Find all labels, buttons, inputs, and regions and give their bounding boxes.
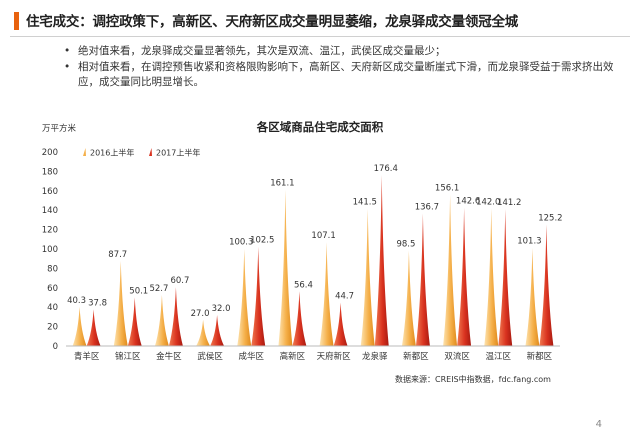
data-label: 56.4	[294, 280, 313, 290]
data-label: 60.7	[170, 276, 189, 286]
title-divider	[10, 36, 630, 37]
bar	[168, 287, 183, 346]
bar	[539, 224, 554, 346]
legend: 2016上半年 2017上半年	[83, 148, 200, 158]
data-label: 136.7	[415, 202, 439, 212]
x-tick-label: 金牛区	[156, 351, 182, 362]
x-tick-label: 双流区	[444, 351, 470, 362]
x-tick-label: 温江区	[485, 351, 511, 362]
bar	[457, 207, 472, 346]
data-label: 44.7	[335, 292, 354, 302]
bar	[210, 314, 225, 346]
bar	[333, 302, 348, 346]
data-label: 156.1	[435, 184, 459, 194]
chart-title: 各区域商品住宅成交面积	[256, 120, 384, 134]
data-label: 141.5	[353, 198, 377, 208]
data-label: 52.7	[149, 284, 168, 294]
bar	[86, 309, 101, 346]
page-number: 4	[595, 419, 602, 430]
data-label: 87.7	[108, 250, 127, 260]
bar	[498, 209, 513, 346]
bar	[127, 297, 142, 346]
y-tick-label: 0	[53, 342, 58, 352]
data-label: 142.0	[476, 197, 500, 207]
bar	[525, 247, 540, 346]
y-tick-label: 160	[42, 187, 58, 197]
bullet-item: 绝对值来看，龙泉驿成交量显著领先，其次是双流、温江，武侯区成交量最少；	[64, 44, 624, 60]
data-label: 101.3	[517, 237, 541, 247]
bar	[72, 306, 87, 346]
data-label: 176.4	[374, 164, 398, 174]
data-label: 161.1	[270, 179, 294, 189]
y-tick-label: 140	[42, 206, 58, 216]
x-tick-label: 新都区	[403, 351, 429, 362]
x-axis: 青羊区 锦江区 金牛区 武侯区 成华区 高新区 天府新区 龙泉驿 新都区 双流区 温江区 新都区	[66, 345, 560, 362]
bar	[360, 208, 375, 346]
page-title: 住宅成交：调控政策下，高新区、天府新区成交量明显萎缩，龙泉驿成交量领冠全城	[26, 14, 519, 30]
y-tick-label: 100	[42, 245, 58, 255]
bar	[415, 213, 430, 346]
y-axis: 0 20 40 60 80 100 120 140 160 180 200	[42, 148, 58, 352]
data-source: 数据来源：CREIS中指数据，fdc.fang.com	[395, 374, 551, 384]
title-accent-bar	[14, 12, 19, 30]
summary-bullets: 绝对值来看，龙泉驿成交量显著领先，其次是双流、温江，武侯区成交量最少； 相对值来…	[64, 44, 624, 91]
bar	[278, 189, 293, 346]
legend-label: 2016上半年	[90, 148, 134, 158]
data-label: 50.1	[129, 286, 148, 296]
x-tick-label: 青羊区	[74, 351, 100, 362]
y-tick-label: 60	[47, 284, 58, 294]
bar	[251, 246, 266, 346]
data-label: 142.6	[456, 197, 480, 207]
legend-label: 2017上半年	[156, 148, 200, 158]
legend-swatch	[149, 148, 152, 156]
x-tick-label: 天府新区	[317, 351, 352, 362]
title-bar: 住宅成交：调控政策下，高新区、天府新区成交量明显萎缩，龙泉驿成交量领冠全城	[10, 6, 630, 36]
data-label: 27.0	[191, 309, 210, 319]
bar	[292, 291, 307, 346]
x-tick-label: 成华区	[238, 351, 264, 362]
data-label: 37.8	[88, 298, 107, 308]
y-tick-label: 40	[47, 303, 58, 313]
x-tick-label: 锦江区	[115, 351, 141, 362]
bullet-item: 相对值来看，在调控预售收紧和资格限购影响下，高新区、天府新区成交量断崖式下滑，而…	[64, 60, 624, 91]
bar	[484, 208, 499, 346]
bars: 40.3 37.8 87.7 50.1 52.760.7 27.0 32.0 100.3102…	[67, 164, 563, 346]
bar	[113, 260, 128, 346]
bar	[237, 248, 252, 346]
data-label: 102.5	[250, 236, 274, 246]
y-tick-label: 200	[42, 148, 58, 158]
y-tick-label: 120	[42, 226, 58, 236]
data-label: 98.5	[396, 239, 415, 249]
x-tick-label: 高新区	[280, 351, 306, 362]
y-tick-label: 80	[47, 264, 58, 274]
y-tick-label: 180	[42, 167, 58, 177]
bar	[319, 242, 334, 346]
x-tick-label: 新都区	[527, 351, 553, 362]
y-axis-label: 万平方米	[42, 123, 77, 134]
legend-swatch	[83, 148, 86, 156]
y-tick-label: 20	[47, 323, 58, 333]
bar	[154, 294, 169, 346]
x-tick-label: 武侯区	[197, 351, 223, 362]
data-label: 40.3	[67, 296, 86, 306]
bar	[374, 174, 389, 346]
data-label: 107.1	[311, 231, 335, 241]
bar	[401, 250, 416, 346]
x-tick-label: 龙泉驿	[362, 351, 388, 362]
bar	[443, 194, 458, 346]
data-label: 100.3	[229, 238, 253, 248]
data-label: 32.0	[212, 304, 231, 314]
bar	[196, 319, 211, 346]
data-label: 125.2	[538, 214, 562, 224]
data-label: 141.2	[497, 198, 521, 208]
